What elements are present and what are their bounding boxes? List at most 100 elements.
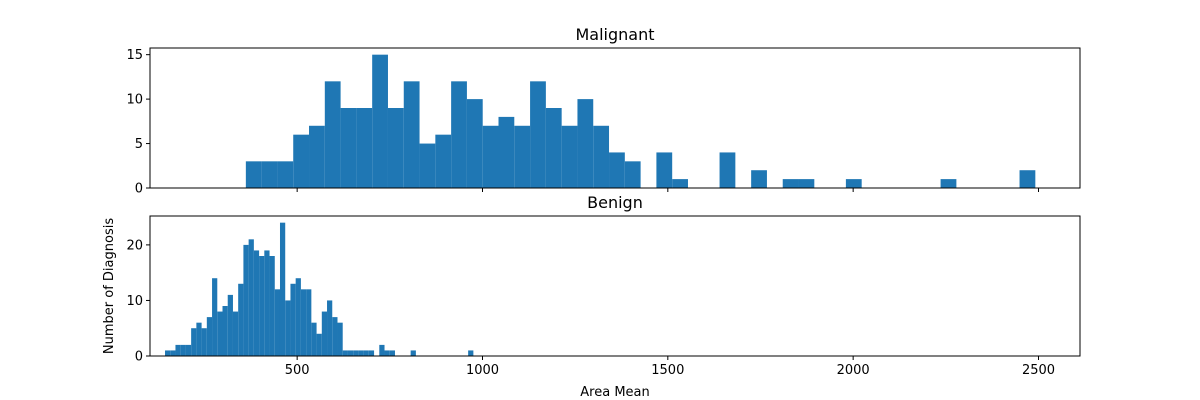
benign-bar [165,350,171,356]
malignant-y-tick-label: 15 [126,48,143,63]
benign-bars [165,222,474,356]
malignant-bar [577,99,594,188]
benign-y-ticks: 0 10 20 [126,238,150,365]
x-axis-label: Area Mean [580,385,649,400]
malignant-bar [609,152,625,188]
benign-subplot: Benign 0 10 20 500 1000 1500 2000 2500 Area Me… [102,193,1081,400]
benign-x-tick-label: 2000 [837,363,870,378]
benign-bar [347,350,354,356]
benign-bar [180,344,186,356]
benign-bar [191,328,197,356]
benign-x-tick-label: 2500 [1022,363,1055,378]
malignant-bar [387,108,404,188]
malignant-bar [261,161,278,188]
benign-bar [285,300,291,356]
malignant-bar [498,116,515,188]
malignant-bar [372,54,388,188]
benign-bar [175,344,181,356]
benign-bar [353,350,359,356]
malignant-bar [545,108,562,188]
malignant-bar [403,81,420,188]
benign-bar [379,344,385,356]
benign-bar [269,256,275,356]
benign-bar [327,300,333,356]
benign-bar [185,344,192,356]
malignant-y-tick-label: 5 [135,137,143,152]
malignant-bar [940,179,957,188]
benign-bar [321,311,328,356]
benign-x-tick-label: 1000 [466,363,499,378]
malignant-bar [419,143,436,188]
malignant-title: Malignant [575,25,654,44]
benign-y-tick-label: 20 [126,238,143,253]
malignant-bar [672,179,688,188]
benign-x-ticks: 500 1000 1500 2000 2500 [285,356,1055,378]
benign-bar [358,350,364,356]
benign-bar [311,322,317,356]
benign-title: Benign [587,193,643,212]
malignant-bar [245,161,262,188]
malignant-x-ticks [296,188,1039,192]
benign-bar [259,256,265,356]
benign-bar [217,311,223,356]
benign-bar [306,289,312,356]
malignant-y-tick-label: 10 [126,93,143,108]
benign-bar [316,333,322,356]
benign-bar [196,322,202,356]
malignant-bar [656,152,673,188]
benign-x-tick-label: 1500 [651,363,684,378]
malignant-bar [845,179,862,188]
malignant-bar [277,161,294,188]
malignant-bar [719,152,736,188]
malignant-bar [293,134,310,188]
benign-bar [279,222,286,356]
benign-bar [410,350,416,356]
benign-bar [363,350,369,356]
malignant-bar [798,179,815,188]
malignant-bar [451,81,467,188]
malignant-bar [751,170,767,188]
malignant-bar [340,108,357,188]
malignant-bar [561,125,578,188]
y-axis-label: Number of Diagnosis [102,218,117,354]
benign-bar [389,350,395,356]
malignant-bar [530,81,546,188]
benign-bar [295,278,301,356]
malignant-y-tick-label: 0 [135,182,143,197]
benign-bar [201,328,207,356]
benign-bar [170,350,176,356]
benign-bar [248,239,254,356]
benign-bar [238,283,244,356]
benign-bar [232,311,239,356]
benign-bar [368,350,375,356]
benign-bar [264,250,270,356]
benign-y-tick-label: 10 [126,294,143,309]
malignant-y-ticks: 0 5 10 15 [126,48,150,197]
malignant-bar [782,179,799,188]
malignant-bar [435,134,452,188]
malignant-axes-frame [149,47,1081,189]
benign-bar [342,350,348,356]
benign-y-tick-label: 0 [135,350,143,365]
benign-bar [206,317,213,356]
malignant-bar [514,125,531,188]
benign-bar [384,350,390,356]
malignant-bar [324,81,341,188]
malignant-bar [1019,170,1036,188]
benign-bar [300,289,307,356]
benign-bar [468,350,474,356]
benign-bar [290,283,296,356]
benign-bar [274,289,280,356]
malignant-bar [309,125,325,188]
malignant-bar [624,161,641,188]
benign-bar [332,317,338,356]
malignant-bar [482,125,499,188]
benign-bar [222,306,228,356]
benign-x-tick-label: 500 [285,363,310,378]
malignant-bar [593,125,610,188]
benign-axes-frame [149,215,1081,357]
malignant-bar [356,108,373,188]
malignant-subplot: Malignant 0 5 10 15 [126,25,1081,197]
benign-bar [243,244,249,356]
